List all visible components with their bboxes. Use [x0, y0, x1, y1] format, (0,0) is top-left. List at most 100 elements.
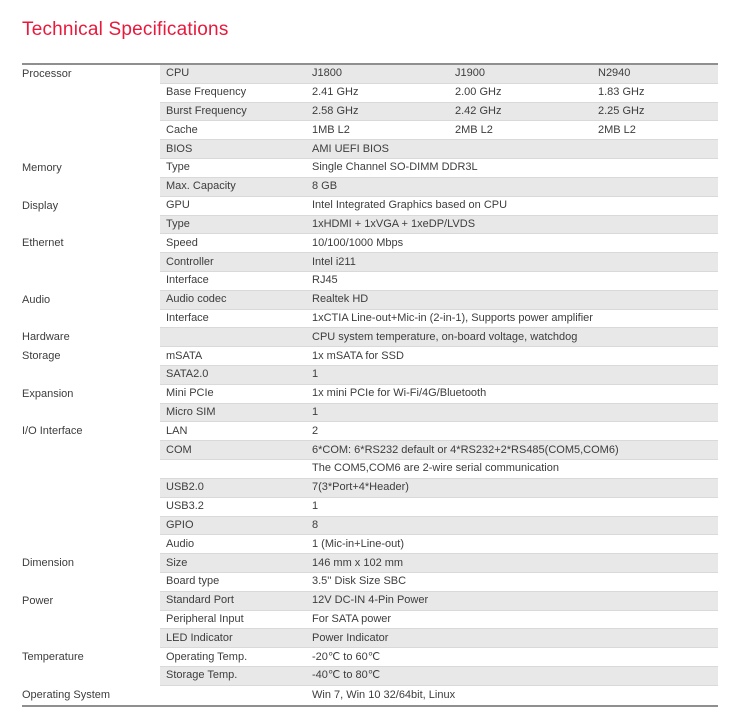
label-cell: BIOS — [160, 140, 308, 160]
label-cell — [160, 460, 308, 479]
value: 1xHDMI + 1xVGA + 1xeDP/LVDS — [312, 217, 476, 230]
label-cell: Cache — [160, 121, 308, 141]
label-cell: Mini PCIe — [160, 384, 308, 404]
category-cell — [22, 271, 160, 291]
category-cell — [22, 121, 160, 141]
label-cell: mSATA — [160, 347, 308, 366]
category-cell: Operating System — [22, 685, 160, 705]
value-cells: 1xCTIA Line-out+Mic-in (2-in-1), Support… — [308, 309, 718, 329]
label-cell: LAN — [160, 422, 308, 442]
value: -20℃ to 60℃ — [312, 650, 381, 663]
table-row: Operating System Win 7, Win 10 32/64bit,… — [22, 685, 718, 705]
value: 2.42 GHz — [455, 105, 502, 118]
table-row: Interface 1xCTIA Line-out+Mic-in (2-in-1… — [22, 309, 718, 329]
category-cell — [22, 102, 160, 122]
value-cells: 3.5'' Disk Size SBC — [308, 572, 718, 592]
label-cell — [160, 328, 308, 348]
table-row: USB2.0 7(3*Port+4*Header) — [22, 478, 718, 498]
table-row: I/O Interface LAN 2 — [22, 422, 718, 442]
value: 1 — [312, 500, 319, 513]
label-cell: Interface — [160, 309, 308, 329]
table-row: Cache 1MB L2 2MB L2 2MB L2 — [22, 121, 718, 141]
value-cells: Intel i211 — [308, 253, 718, 272]
table-row: BIOS AMI UEFI BIOS — [22, 140, 718, 160]
label-cell: COM — [160, 441, 308, 461]
value-cells: 8 — [308, 516, 718, 536]
label-cell: Base Frequency — [160, 83, 308, 103]
category-cell — [22, 629, 160, 649]
table-row: Expansion Mini PCIe 1x mini PCIe for Wi-… — [22, 384, 718, 404]
value: 146 mm x 102 mm — [312, 556, 404, 569]
category-cell — [22, 497, 160, 517]
value-cells: J1800 J1900 N2940 — [308, 65, 718, 84]
category-cell — [22, 667, 160, 686]
label-cell: LED Indicator — [160, 629, 308, 649]
table-row: Base Frequency 2.41 GHz 2.00 GHz 1.83 GHz — [22, 83, 718, 103]
label-cell: GPIO — [160, 516, 308, 536]
category-cell: Hardware — [22, 328, 160, 348]
label-cell: Type — [160, 159, 308, 178]
value: Intel Integrated Graphics based on CPU — [312, 199, 508, 212]
label-cell: Size — [160, 554, 308, 573]
value: 2.58 GHz — [312, 105, 359, 118]
value: 1.83 GHz — [598, 86, 645, 99]
table-row: Type 1xHDMI + 1xVGA + 1xeDP/LVDS — [22, 215, 718, 235]
category-cell: Dimension — [22, 554, 160, 573]
value-cells: 12V DC-IN 4-Pin Power — [308, 591, 718, 611]
value: 1xCTIA Line-out+Mic-in (2-in-1), Support… — [312, 311, 593, 324]
value: 1x mSATA for SSD — [312, 349, 404, 362]
label-cell: GPU — [160, 196, 308, 216]
label-cell: Standard Port — [160, 591, 308, 611]
category-cell — [22, 140, 160, 160]
category-cell: Memory — [22, 159, 160, 178]
category-cell: Expansion — [22, 384, 160, 404]
label-cell: Micro SIM — [160, 403, 308, 423]
table-row: SATA2.0 1 — [22, 366, 718, 385]
table-row: Controller Intel i211 — [22, 253, 718, 272]
spec-table: Processor CPU J1800 J1900 N2940 Base Frequ… — [22, 63, 718, 707]
table-row: Dimension Size 146 mm x 102 mm — [22, 554, 718, 573]
value-cells: 1 — [308, 403, 718, 423]
value: 1 (Mic-in+Line-out) — [312, 537, 405, 550]
table-row: Processor CPU J1800 J1900 N2940 — [22, 65, 718, 84]
value: 3.5'' Disk Size SBC — [312, 575, 407, 588]
label-cell: CPU — [160, 65, 308, 84]
category-cell: I/O Interface — [22, 422, 160, 442]
table-row: Max. Capacity 8 GB — [22, 177, 718, 197]
value: Power Indicator — [312, 631, 389, 644]
value-cells: 6*COM: 6*RS232 default or 4*RS232+2*RS48… — [308, 441, 718, 461]
value-cells: CPU system temperature, on-board voltage… — [308, 328, 718, 348]
value-cells: 1 — [308, 366, 718, 385]
table-row: The COM5,COM6 are 2-wire serial communic… — [22, 460, 718, 479]
table-row: COM 6*COM: 6*RS232 default or 4*RS232+2*… — [22, 441, 718, 461]
table-row: Board type 3.5'' Disk Size SBC — [22, 572, 718, 592]
table-row: Storage mSATA 1x mSATA for SSD — [22, 347, 718, 366]
category-cell — [22, 610, 160, 630]
category-cell — [22, 309, 160, 329]
value-cells: RJ45 — [308, 271, 718, 291]
category-cell — [22, 478, 160, 498]
value: 2 — [312, 424, 319, 437]
category-cell — [22, 366, 160, 385]
table-row: Audio Audio codec Realtek HD — [22, 290, 718, 310]
value: N2940 — [598, 67, 631, 80]
value: -40℃ to 80℃ — [312, 669, 381, 682]
category-cell — [22, 215, 160, 235]
label-cell: Max. Capacity — [160, 177, 308, 197]
category-cell — [22, 516, 160, 536]
value-cells: 1MB L2 2MB L2 2MB L2 — [308, 121, 718, 141]
label-cell: Audio — [160, 535, 308, 555]
value: 1 — [312, 368, 319, 381]
value: 2MB L2 — [598, 123, 636, 136]
table-row: GPIO 8 — [22, 516, 718, 536]
label-cell: USB3.2 — [160, 497, 308, 517]
table-row: Hardware CPU system temperature, on-boar… — [22, 328, 718, 348]
category-cell — [22, 83, 160, 103]
table-row: Peripheral Input For SATA power — [22, 610, 718, 630]
value: 6*COM: 6*RS232 default or 4*RS232+2*RS48… — [312, 443, 619, 456]
value-cells: Power Indicator — [308, 629, 718, 649]
value: CPU system temperature, on-board voltage… — [312, 330, 578, 343]
value-cells: 1 — [308, 497, 718, 517]
value-cells: -40℃ to 80℃ — [308, 667, 718, 686]
table-row: Ethernet Speed 10/100/1000 Mbps — [22, 234, 718, 254]
